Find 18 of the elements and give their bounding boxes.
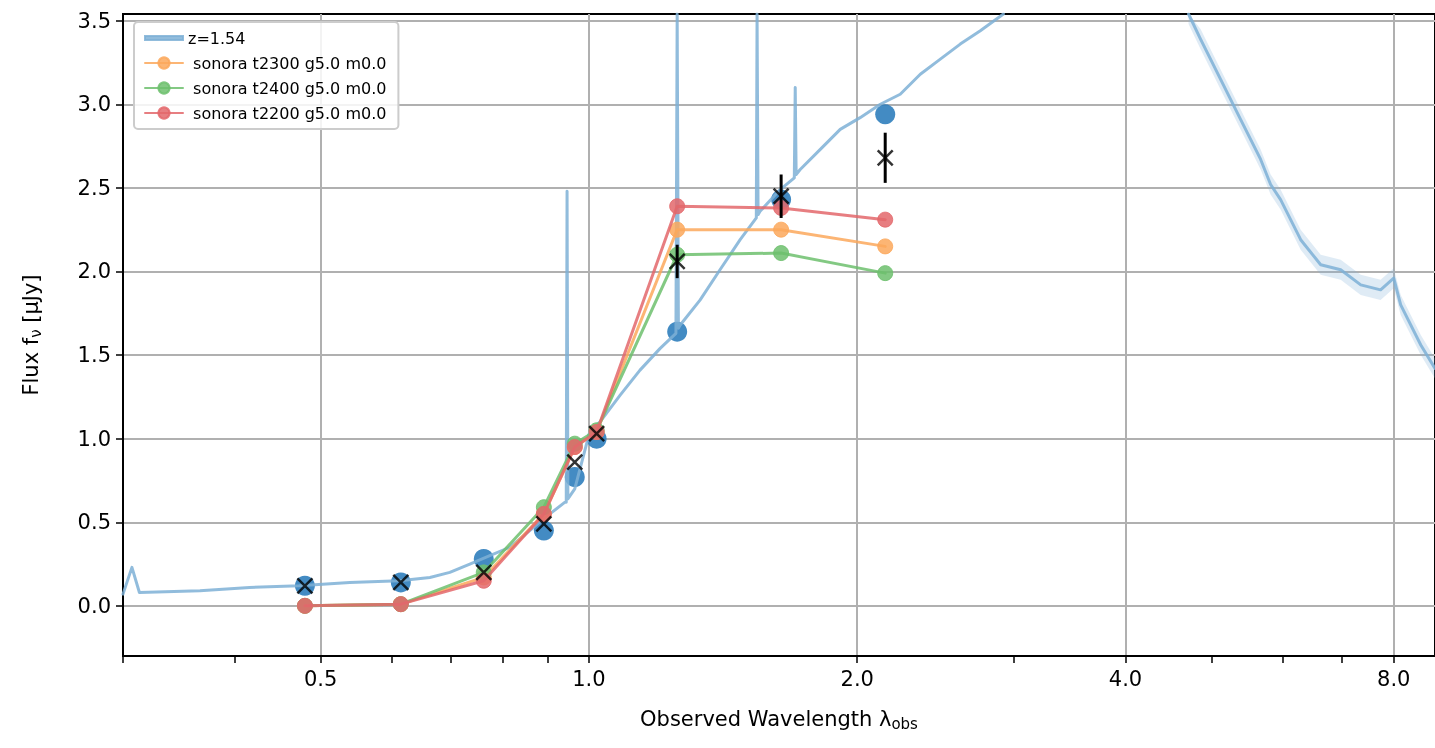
y-tick-label: 3.5 <box>77 8 111 33</box>
x-tick-label: 0.5 <box>304 666 338 691</box>
y-tick-label: 2.0 <box>77 259 111 284</box>
y-tick-label: 0.0 <box>77 593 111 618</box>
y-tick-label: 3.0 <box>77 92 111 117</box>
x-tick-label: 2.0 <box>840 666 874 691</box>
legend-label: z=1.54 <box>188 28 246 48</box>
y-tick-label: 1.5 <box>77 343 111 368</box>
y-axis-title: Flux fν [μJy] <box>18 274 45 396</box>
x-tick-label: 8.0 <box>1377 666 1411 691</box>
y-tick-label: 1.0 <box>77 426 111 451</box>
y-tick-label: 2.5 <box>77 175 111 200</box>
x-tick-label: 4.0 <box>1108 666 1143 691</box>
legend-label: sonora t2200 g5.0 m0.0 <box>188 103 387 123</box>
x-tick-label: 1.0 <box>572 666 606 691</box>
legend-label: sonora t2300 g5.0 m0.0 <box>188 53 387 73</box>
legend-label: sonora t2400 g5.0 m0.0 <box>188 78 387 98</box>
y-tick-label: 0.5 <box>77 510 111 535</box>
